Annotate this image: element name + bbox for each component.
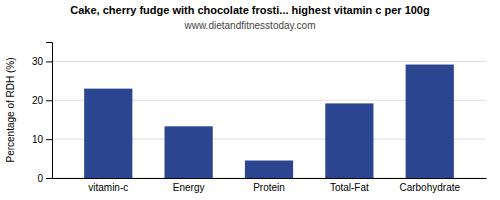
tick-label: Carbohydrate — [399, 182, 460, 193]
tick-label: 10 — [32, 134, 44, 145]
tick: vitamin-c — [88, 182, 128, 193]
tick-label: 0 — [37, 173, 43, 184]
tick-mark — [46, 178, 52, 179]
bar — [84, 89, 132, 178]
tick: Energy — [173, 182, 205, 193]
x-axis: vitamin-c Energy Protein Total-Fat Carbohydr… — [53, 179, 487, 194]
tick: 0 — [37, 173, 52, 184]
tick-mark — [46, 100, 52, 101]
y-axis-label: Percentage of RDH (%) — [5, 57, 16, 162]
tick-label: 20 — [32, 95, 44, 106]
axis-line — [46, 43, 53, 179]
y-axis: 0 10 20 30 — [32, 43, 53, 184]
tick-mark — [46, 139, 52, 140]
bar — [406, 65, 454, 178]
chart: Cake, cherry fudge with chocolate frosti… — [0, 0, 500, 200]
title: Cake, cherry fudge with chocolate frosti… — [70, 4, 429, 16]
tick: Protein — [253, 182, 285, 193]
tick-label: Protein — [253, 182, 285, 193]
bar — [325, 103, 373, 178]
tick: 30 — [32, 56, 52, 67]
tick: 10 — [32, 134, 52, 145]
bar — [165, 126, 213, 178]
plot: 0 10 20 30 vitamin-c Energy Protein Total-Fat Ca… — [32, 43, 487, 194]
tick-mark — [46, 61, 52, 62]
tick: 20 — [32, 95, 52, 106]
grid — [52, 61, 486, 178]
tick: Total-Fat — [330, 182, 369, 193]
tick-label: Total-Fat — [330, 182, 369, 193]
subtitle: www.dietandfitnesstoday.com — [184, 20, 316, 31]
grid-line — [52, 61, 486, 62]
bars — [84, 65, 454, 178]
tick-label: 30 — [32, 56, 44, 67]
tick-label: Energy — [173, 182, 205, 193]
bar — [245, 161, 293, 178]
axis-line — [53, 178, 487, 179]
tick-label: vitamin-c — [88, 182, 128, 193]
tick: Carbohydrate — [399, 182, 460, 193]
